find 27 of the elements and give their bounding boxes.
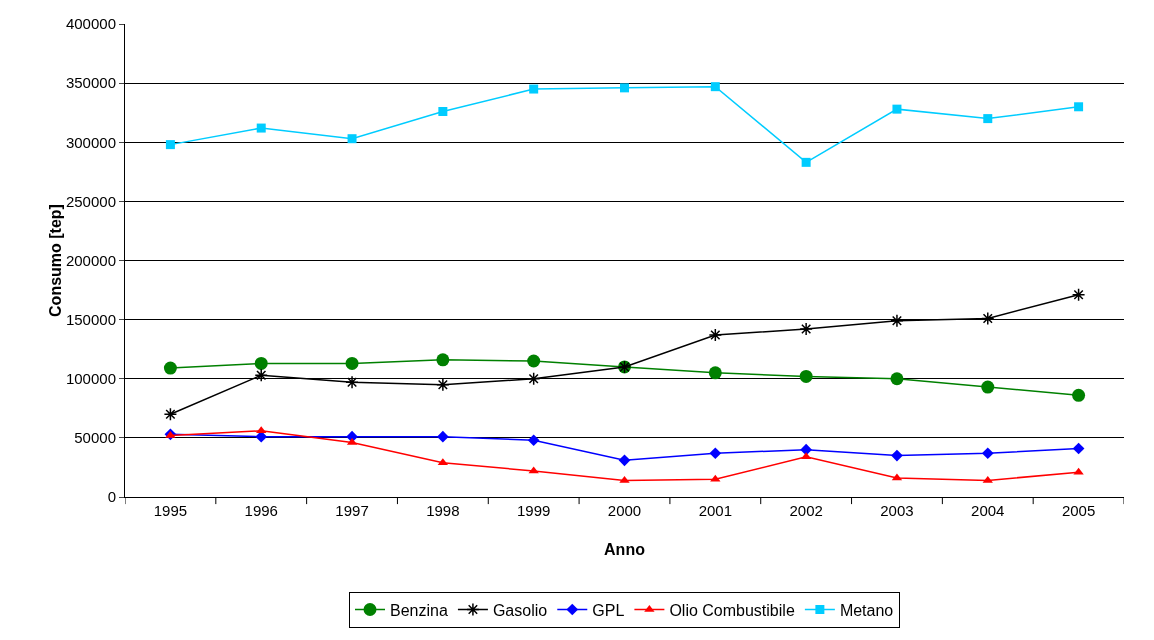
x-tick-label: 2005: [1061, 502, 1096, 519]
x-tick-label: 1996: [244, 502, 278, 519]
y-axis-title: Consumo [tep]: [46, 204, 64, 317]
x-tick-label: 2004: [971, 502, 1005, 519]
y-tick-label: 150000: [65, 310, 116, 328]
legend-label: Metano: [839, 601, 894, 619]
legend-label: GPL: [592, 601, 625, 619]
x-tick-label: 2001: [698, 502, 733, 519]
y-tick-label: 50000: [74, 429, 116, 447]
x-tick-label: 1999: [516, 502, 551, 519]
legend-label: Benzina: [390, 601, 448, 619]
x-tick-label: 1995: [153, 502, 188, 519]
x-tick-label: 2000: [607, 502, 642, 519]
x-tick-label: 1998: [426, 502, 460, 519]
y-tick-label: 100000: [65, 370, 116, 387]
legend-label: Gasolio: [492, 601, 548, 619]
x-tick-label: 2003: [880, 502, 914, 519]
y-tick-label: 300000: [65, 133, 116, 151]
y-tick-label: 250000: [65, 192, 116, 210]
x-tick-label: 1997: [335, 502, 369, 519]
x-tick-label: 2002: [789, 502, 823, 519]
y-tick-label: 400000: [65, 15, 116, 33]
x-axis-title: Anno: [604, 541, 646, 558]
y-tick-label: 350000: [65, 74, 116, 92]
y-tick-label: 200000: [65, 251, 116, 269]
legend-label: Olio Combustibile: [669, 601, 795, 619]
y-tick-label: 0: [107, 488, 116, 506]
